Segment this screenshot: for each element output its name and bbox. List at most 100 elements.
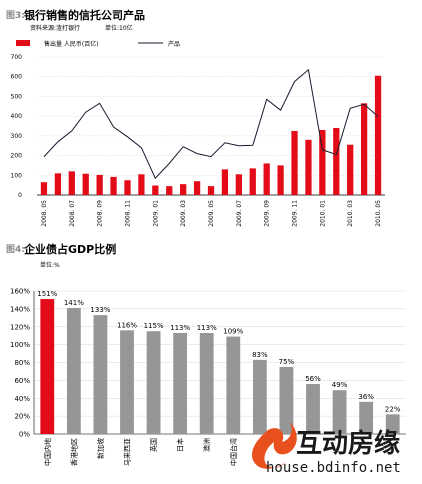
fig4-value-label: 113% xyxy=(197,324,217,332)
fig3-bar xyxy=(249,168,256,195)
fig3-bar xyxy=(305,139,312,195)
fig4-x-tick-label: 日本 xyxy=(176,438,185,452)
figure-3: 图3: 银行销售的信托公司产品 资料来源:渣打银行 单位:10亿 售出量 人民币… xyxy=(6,8,385,227)
fig3-bar xyxy=(360,103,368,195)
fig3-x-tick-label: 2009. 07 xyxy=(236,200,243,227)
fig4-x-tick-label: 中国台湾 xyxy=(229,438,238,466)
fig3-bar xyxy=(124,180,131,195)
fig4-value-label: 113% xyxy=(170,324,190,332)
fig4-value-label: 49% xyxy=(332,381,348,389)
fig4-x-tick-label: 马来西亚 xyxy=(124,438,132,466)
fig4-value-label: 116% xyxy=(117,321,137,329)
fig4-value-label: 133% xyxy=(90,306,110,314)
fig3-bar xyxy=(40,182,48,195)
watermark-url: house.bdinfo.net xyxy=(266,460,401,476)
fig3-x-tick-label: 2008. 09 xyxy=(97,200,104,227)
fig3-bar xyxy=(333,127,340,195)
fig3-bar xyxy=(54,173,62,195)
flame-logo-icon xyxy=(251,422,297,469)
fig4-value-labels: 151% 141% 133% 116% 115% 113% 113% 109% 83% 75% 56… xyxy=(37,290,401,413)
fig3-y-tick-label: 500 xyxy=(11,93,23,100)
legend-bar-label: 售出量 人民币(百亿) xyxy=(44,40,99,48)
fig3-x-tick-label: 2009. 03 xyxy=(180,200,187,227)
fig4-bar xyxy=(120,330,134,434)
fig4-bar xyxy=(173,333,188,434)
fig4-y-tick-label: 60% xyxy=(14,377,30,385)
fig3-bar xyxy=(138,174,145,195)
fig4-bar xyxy=(252,359,267,434)
fig4-bar xyxy=(226,336,241,434)
fig4-value-label: 75% xyxy=(279,358,295,366)
fig3-source: 资料来源:渣打银行 xyxy=(30,24,80,32)
fig4-bar xyxy=(199,333,214,434)
fig4-x-tick-label: 中国内地 xyxy=(43,438,52,466)
fig4-value-label: 56% xyxy=(305,375,321,383)
fig3-y-tick-label: 600 xyxy=(11,74,23,81)
fig3-legend: 售出量 人民币(百亿) 产品 xyxy=(16,40,180,48)
fig4-y-axis: 0% 20% 40% 60% 80% 100% 120% 140% 160% xyxy=(10,288,30,439)
fig3-y-axis: 0 100 200 300 400 500 600 700 xyxy=(11,54,23,199)
fig3-y-tick-label: 0 xyxy=(18,192,22,199)
fig4-bar xyxy=(93,315,108,434)
fig4-value-label: 115% xyxy=(144,322,164,330)
figure-4: 图4: 企业债占GDP比例 单位:% 0% 20% 40% 60% 80% 100% 120… xyxy=(6,242,406,466)
fig3-bar xyxy=(347,144,354,195)
fig4-y-tick-label: 140% xyxy=(10,305,30,313)
fig3-bar xyxy=(277,165,284,195)
fig4-bar xyxy=(146,331,161,434)
fig3-x-tick-label: 2009. 09 xyxy=(264,200,271,227)
fig3-line-series xyxy=(43,68,379,180)
fig3-bar xyxy=(68,171,75,195)
fig4-y-tick-label: 100% xyxy=(10,341,30,349)
fig3-bar-series xyxy=(40,75,382,195)
fig4-value-label: 109% xyxy=(223,328,243,336)
fig4-title: 企业债占GDP比例 xyxy=(23,242,116,256)
fig4-x-tick-label: 香港地区 xyxy=(69,438,78,466)
fig3-number: 图3: xyxy=(6,10,25,21)
fig4-y-tick-label: 120% xyxy=(10,323,30,331)
fig3-bar xyxy=(319,129,326,195)
fig4-unit: 单位:% xyxy=(40,261,60,269)
fig3-bar xyxy=(82,173,89,195)
fig3-bar xyxy=(291,130,298,195)
fig4-y-tick-label: 0% xyxy=(19,431,30,439)
fig3-unit: 单位:10亿 xyxy=(105,24,133,32)
fig4-bar xyxy=(40,299,55,434)
fig3-x-tick-label: 2009. 01 xyxy=(152,200,159,227)
fig4-value-label: 22% xyxy=(385,405,401,413)
fig3-gridlines xyxy=(37,56,385,196)
fig3-x-tick-label: 2008. 07 xyxy=(69,200,76,227)
fig3-bar xyxy=(166,186,173,195)
fig3-x-tick-label: 2008. 11 xyxy=(124,200,131,227)
fig4-value-label: 83% xyxy=(252,351,268,359)
fig3-y-tick-label: 400 xyxy=(11,113,23,120)
legend-bar-swatch xyxy=(16,40,30,46)
fig3-bar xyxy=(96,174,103,195)
fig3-bar xyxy=(235,174,242,195)
fig4-bar xyxy=(385,414,400,434)
fig4-y-tick-label: 80% xyxy=(14,359,30,367)
fig4-bar xyxy=(332,390,347,434)
fig3-y-tick-label: 100 xyxy=(11,172,23,179)
fig4-bar xyxy=(279,366,294,434)
fig3-x-axis: 2008. 05 2008. 07 2008. 09 2008. 11 2009. 01… xyxy=(41,200,382,227)
fig3-bar xyxy=(221,169,229,195)
fig3-bar xyxy=(374,75,382,195)
fig4-y-tick-label: 40% xyxy=(14,395,30,403)
fig4-x-tick-label: 澳洲 xyxy=(202,438,211,452)
fig3-bar xyxy=(180,184,187,195)
fig3-bar xyxy=(152,185,159,195)
fig3-y-tick-label: 700 xyxy=(11,54,23,61)
fig4-value-label: 151% xyxy=(37,290,57,298)
fig3-y-tick-label: 300 xyxy=(11,133,23,140)
watermark-brand: 互动房缘 xyxy=(296,429,400,459)
fig4-bar xyxy=(359,401,374,434)
fig4-y-tick-label: 20% xyxy=(14,413,30,421)
fig3-bar xyxy=(263,163,270,195)
fig3-bar xyxy=(207,186,215,195)
fig3-bar xyxy=(193,181,201,195)
fig3-x-tick-label: 2010. 03 xyxy=(347,200,354,227)
fig3-x-tick-label: 2010. 05 xyxy=(375,200,382,227)
